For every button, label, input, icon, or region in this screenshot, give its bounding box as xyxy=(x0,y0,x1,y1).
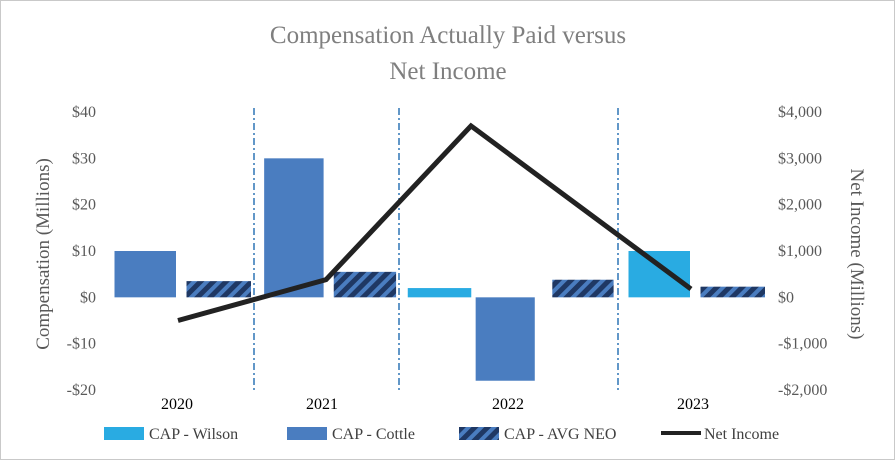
bar-cap-wilson-2022 xyxy=(407,288,472,298)
bar-cap-avg-neo-2022 xyxy=(552,279,614,298)
bar-cap-avg-neo-2020 xyxy=(186,281,251,298)
category-label-2023: 2023 xyxy=(677,396,709,413)
net-income-series-line xyxy=(177,122,693,323)
bar-cap-cottle-2022 xyxy=(475,297,535,381)
legend-label-avg-neo: CAP - AVG NEO xyxy=(504,426,616,443)
right-axis-title: Net Income (Millions) xyxy=(846,169,867,340)
left-tick-label-20: $20 xyxy=(72,197,96,214)
legend-label-net-income: Net Income xyxy=(704,426,779,443)
right-tick-label-4-000: $4,000 xyxy=(778,104,822,121)
category-label-2020: 2020 xyxy=(161,396,193,413)
left-tick-label-10: $10 xyxy=(72,243,96,260)
right-tick-label-2-000: -$2,000 xyxy=(778,382,827,399)
left-tick-label-20: -$20 xyxy=(67,382,96,399)
legend-swatch-cottle xyxy=(287,427,327,440)
bar-cap-avg-neo-2021 xyxy=(333,271,397,298)
bar-marks xyxy=(114,158,765,381)
bar-cap-wilson-2023 xyxy=(628,251,690,298)
right-tick-label-1-000: -$1,000 xyxy=(778,336,827,353)
chart-title-line-2: Net Income xyxy=(389,58,506,85)
left-axis-title: Compensation (Millions) xyxy=(33,158,54,350)
right-tick-label-3-000: $3,000 xyxy=(778,150,822,167)
category-labels: 2020 2021 2022 2023 xyxy=(161,396,709,413)
left-tick-label-30: $30 xyxy=(72,150,96,167)
right-tick-label-2-000: $2,000 xyxy=(778,197,822,214)
left-tick-label-10: -$10 xyxy=(67,336,96,353)
legend-label-cottle: CAP - Cottle xyxy=(332,426,415,443)
right-axis-ticks: $4,000 $3,000 $2,000 $1,000 $0 -$1,000 -$2,000 xyxy=(778,104,827,399)
legend-swatch-avg-neo xyxy=(459,427,499,440)
legend-swatch-wilson xyxy=(104,427,144,440)
category-label-2021: 2021 xyxy=(306,396,338,413)
legend: CAP - Wilson CAP - Cottle CAP - AVG NEO … xyxy=(104,426,779,443)
right-tick-label-0: $0 xyxy=(778,289,794,306)
category-label-2022: 2022 xyxy=(492,396,524,413)
right-tick-label-1-000: $1,000 xyxy=(778,243,822,260)
bar-cap-cottle-2021 xyxy=(264,158,324,298)
net-income-line xyxy=(177,122,693,323)
bar-cap-cottle-2020 xyxy=(114,251,176,298)
bar-cap-avg-neo-2023 xyxy=(700,286,765,298)
category-separators xyxy=(253,108,619,390)
legend-label-wilson: CAP - Wilson xyxy=(149,426,238,443)
chart-title-line-1: Compensation Actually Paid versus xyxy=(270,22,626,49)
left-tick-label-0: $0 xyxy=(80,289,96,306)
left-axis-ticks: $40 $30 $20 $10 $0 -$10 -$20 xyxy=(67,104,96,399)
left-tick-label-40: $40 xyxy=(72,104,96,121)
